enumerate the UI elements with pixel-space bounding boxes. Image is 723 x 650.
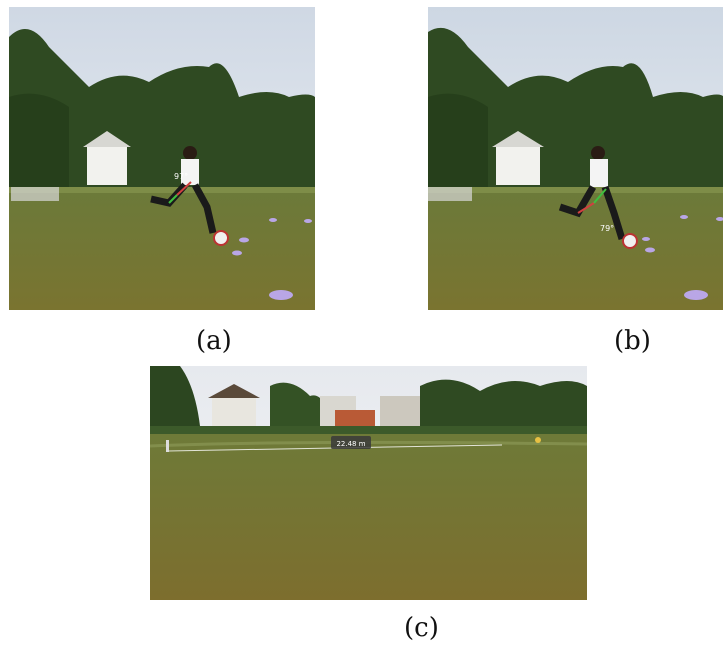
angle-label-b: 79°	[600, 224, 614, 233]
angle-label-a: 97°	[174, 172, 188, 181]
distance-label-c: 22.48 m	[336, 440, 365, 448]
photo-c-distance: 22.48 m	[150, 366, 587, 600]
photo-a-kick-start: 97°	[9, 7, 315, 310]
caption-a: (a)	[196, 326, 232, 356]
photo-b-kick-follow: 79°	[428, 7, 723, 310]
caption-c: (c)	[404, 613, 439, 643]
caption-b: (b)	[614, 326, 651, 356]
